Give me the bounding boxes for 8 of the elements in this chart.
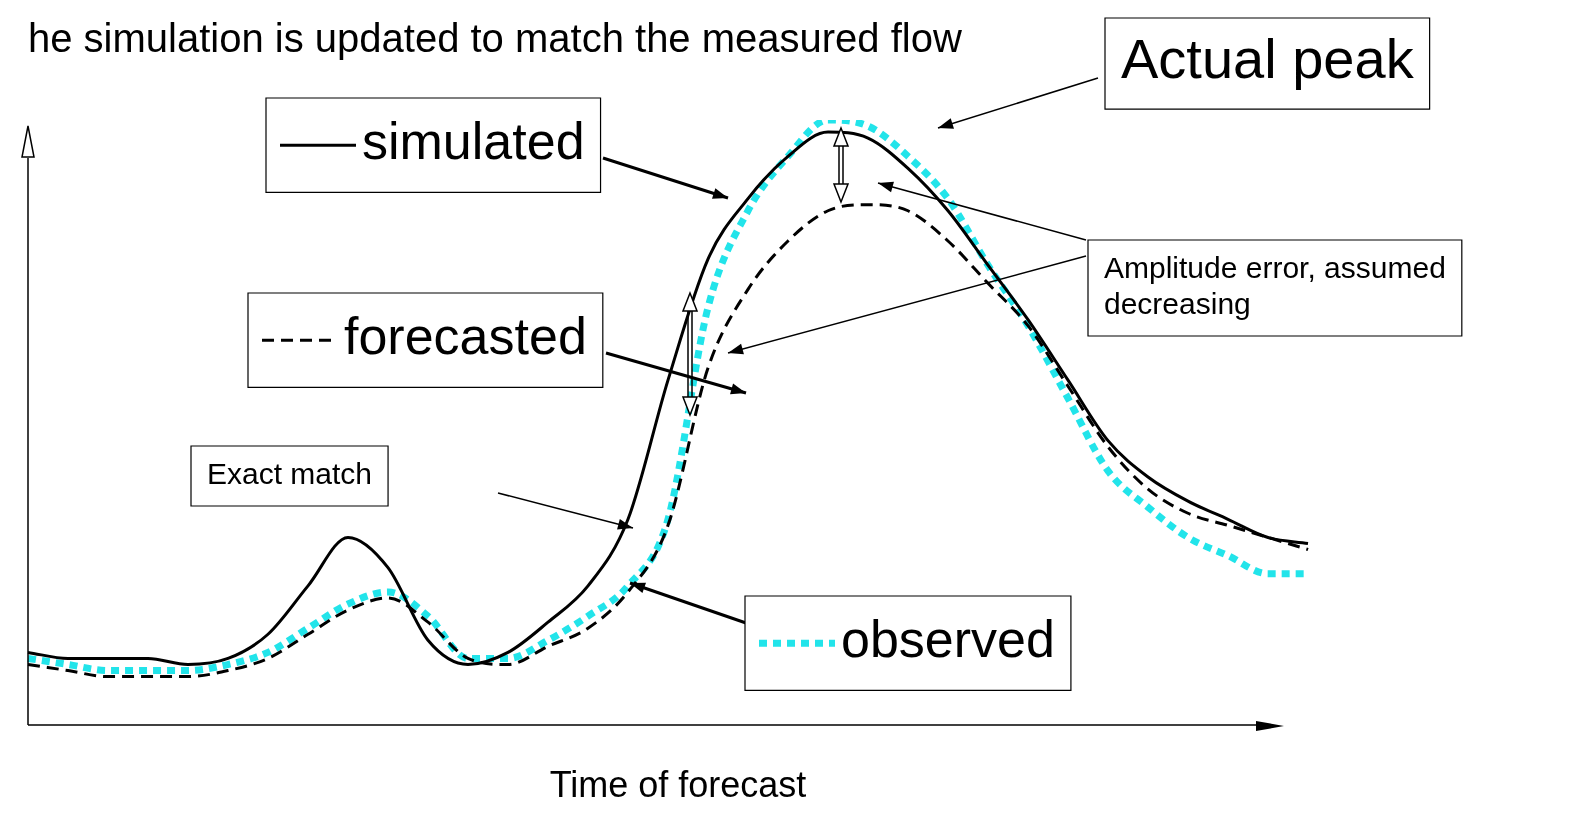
legend-label: observed xyxy=(841,609,1055,668)
x-axis-title: Time of forecast xyxy=(549,764,807,805)
legend-label: simulated xyxy=(362,111,585,170)
legend-label: forecasted xyxy=(344,306,587,365)
chart-title: he simulation is updated to match the measured flow xyxy=(28,16,962,60)
text: Actual peak xyxy=(1121,26,1415,90)
annotation: Amplitude error, assumed decreasing xyxy=(1104,250,1446,320)
annotation: Exact match xyxy=(207,456,373,490)
